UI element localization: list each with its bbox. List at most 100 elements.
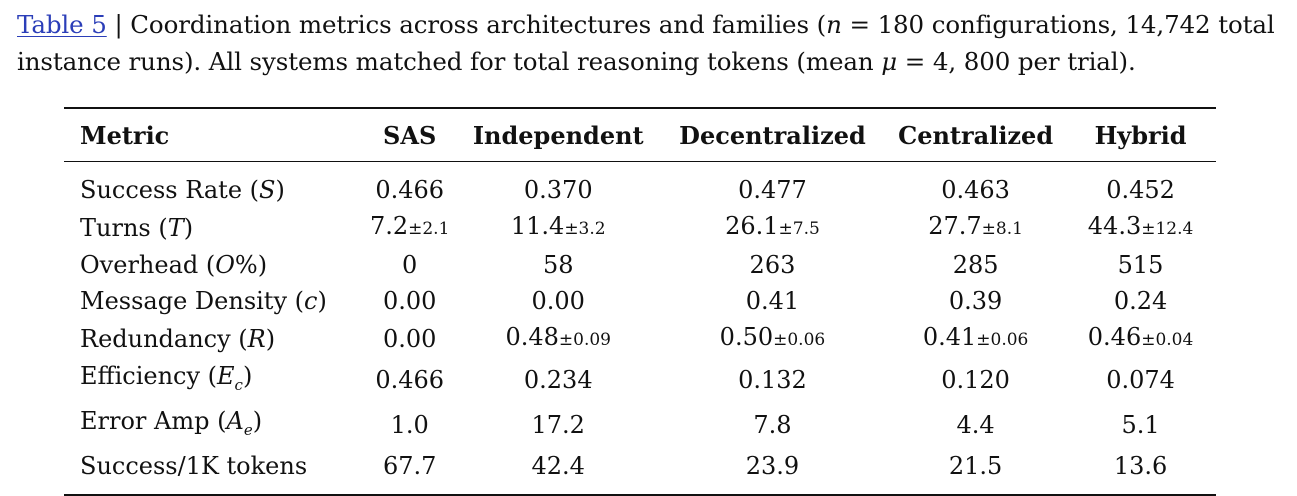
cell-value: 0.41 bbox=[745, 287, 800, 315]
header-decentralized: Decentralized bbox=[679, 120, 866, 150]
cell-value: 0.00 bbox=[531, 287, 585, 315]
metric-variable: S bbox=[259, 176, 276, 204]
cell-value: 0.46 bbox=[1087, 323, 1142, 351]
cell-value: 0.234 bbox=[523, 366, 593, 395]
value-cell: 42.4 bbox=[458, 448, 659, 495]
value-cell: 0.234 bbox=[458, 358, 659, 403]
cell-value: 1.0 bbox=[390, 411, 429, 440]
value-cell: 0.00 bbox=[362, 319, 458, 358]
cell-std-dev: ±12.4 bbox=[1141, 219, 1194, 239]
caption-text-1: Coordination metrics across architecture… bbox=[130, 10, 827, 39]
value-cell: 0.370 bbox=[458, 162, 659, 209]
value-cell: 0.41±0.06 bbox=[886, 319, 1065, 358]
value-cell: 5.1 bbox=[1065, 403, 1216, 448]
value-cell: 0.466 bbox=[362, 358, 458, 403]
value-cell: 27.7±8.1 bbox=[886, 208, 1065, 247]
cell-value: 0.120 bbox=[941, 366, 1010, 395]
cell-value: 58 bbox=[542, 251, 574, 279]
value-cell: 0.074 bbox=[1065, 358, 1216, 403]
cell-value: 0.466 bbox=[375, 366, 445, 395]
metric-name-text: Redundancy ( bbox=[80, 324, 248, 353]
cell-value: 0.00 bbox=[382, 324, 437, 353]
cell-value: 263 bbox=[749, 251, 796, 279]
cell-value: 13.6 bbox=[1113, 451, 1168, 480]
caption-n-variable: n bbox=[826, 10, 842, 39]
metric-name-text: Success/1K tokens bbox=[80, 451, 308, 480]
metric-name-close: ) bbox=[275, 176, 285, 204]
cell-value: 11.4 bbox=[510, 212, 565, 240]
table-header-row: Metric SAS Independent Decentralized Cen… bbox=[64, 108, 1216, 162]
value-cell: 67.7 bbox=[362, 448, 458, 495]
value-cell: 0.120 bbox=[886, 358, 1065, 403]
table-row: Error Amp (Ae) 1.0 17.2 7.8 4.4 5.1 bbox=[64, 403, 1216, 448]
caption-text-3: = 4, 800 per trial). bbox=[897, 47, 1136, 76]
cell-value: 26.1 bbox=[725, 212, 779, 240]
value-cell: 7.8 bbox=[659, 403, 886, 448]
cell-value: 7.2 bbox=[369, 212, 409, 240]
cell-value: 0.074 bbox=[1106, 366, 1175, 395]
metric-name-text: Turns ( bbox=[80, 213, 168, 242]
caption-text-2: = 180 configurations, 14,742 total insta… bbox=[17, 10, 1275, 76]
value-cell: 0.41 bbox=[659, 283, 886, 319]
metric-variable: E bbox=[217, 362, 235, 390]
cell-std-dev: ±3.2 bbox=[564, 219, 606, 239]
table-label-link[interactable]: Table 5 bbox=[17, 10, 107, 39]
cell-value: 0.24 bbox=[1113, 287, 1168, 315]
metric-name-cell: Message Density (c) bbox=[64, 283, 362, 319]
value-cell: 0.50±0.06 bbox=[659, 319, 886, 358]
cell-std-dev: ±0.06 bbox=[773, 330, 826, 350]
cell-value: 515 bbox=[1117, 251, 1164, 279]
metric-variable-subscript: c bbox=[234, 375, 243, 394]
cell-value: 0.132 bbox=[738, 366, 807, 395]
cell-value: 21.5 bbox=[948, 451, 1003, 480]
value-cell: 58 bbox=[458, 247, 659, 283]
value-cell: 263 bbox=[659, 247, 886, 283]
value-cell: 4.4 bbox=[886, 403, 1065, 448]
metric-name-cell: Redundancy (R) bbox=[64, 319, 362, 358]
header-sas: SAS bbox=[383, 120, 437, 150]
cell-std-dev: ±2.1 bbox=[408, 219, 450, 239]
value-cell: 11.4±3.2 bbox=[458, 208, 659, 247]
cell-std-dev: ±0.09 bbox=[558, 330, 612, 350]
metric-name-cell: Efficiency (Ec) bbox=[64, 358, 362, 403]
cell-value: 0.463 bbox=[941, 176, 1010, 204]
header-centralized: Centralized bbox=[898, 120, 1054, 150]
metric-name-cell: Error Amp (Ae) bbox=[64, 403, 362, 448]
cell-value: 23.9 bbox=[745, 451, 800, 480]
value-cell: 0.39 bbox=[886, 283, 1065, 319]
value-cell: 0.24 bbox=[1065, 283, 1216, 319]
value-cell: 0.463 bbox=[886, 162, 1065, 209]
metric-variable-subscript: e bbox=[243, 420, 253, 439]
value-cell: 0.00 bbox=[458, 283, 659, 319]
metric-name-cell: Success/1K tokens bbox=[64, 448, 362, 495]
metric-name-cell: Overhead (O%) bbox=[64, 247, 362, 283]
table-row: Message Density (c) 0.00 0.00 0.41 0.39 0.24 bbox=[64, 283, 1216, 319]
header-independent: Independent bbox=[472, 120, 644, 150]
cell-value: 42.4 bbox=[531, 451, 585, 480]
value-cell: 23.9 bbox=[659, 448, 886, 495]
cell-value: 7.8 bbox=[753, 411, 792, 440]
value-cell: 13.6 bbox=[1065, 448, 1216, 495]
table-row: Success/1K tokens 67.7 42.4 23.9 21.5 13.6 bbox=[64, 448, 1216, 495]
cell-std-dev: ±8.1 bbox=[981, 219, 1023, 239]
metric-name-close: %) bbox=[234, 251, 268, 279]
metric-name-text: Error Amp ( bbox=[80, 406, 227, 435]
cell-value: 0.452 bbox=[1106, 176, 1175, 204]
metrics-table-container: Metric SAS Independent Decentralized Cen… bbox=[64, 107, 1216, 496]
value-cell: 285 bbox=[886, 247, 1065, 283]
table-body: Success Rate (S) 0.466 0.370 0.477 0.463 0.45… bbox=[64, 162, 1216, 495]
metric-name-cell: Turns (T) bbox=[64, 208, 362, 247]
metric-name-close: ) bbox=[242, 362, 253, 390]
cell-value: 0 bbox=[402, 251, 418, 279]
metric-variable: O bbox=[215, 251, 235, 279]
metric-variable: A bbox=[226, 406, 244, 435]
value-cell: 0 bbox=[362, 247, 458, 283]
cell-value: 285 bbox=[952, 251, 999, 279]
value-cell: 17.2 bbox=[458, 403, 659, 448]
value-cell: 0.00 bbox=[362, 283, 458, 319]
metric-variable: R bbox=[247, 324, 266, 353]
table-row: Efficiency (Ec) 0.466 0.234 0.132 0.120 0.074 bbox=[64, 358, 1216, 403]
value-cell: 21.5 bbox=[886, 448, 1065, 495]
table-row: Redundancy (R) 0.00 0.48±0.09 0.50±0.06 0.41… bbox=[64, 319, 1216, 358]
table-row: Turns (T) 7.2±2.1 11.4±3.2 26.1±7.5 27.7±8.1… bbox=[64, 208, 1216, 247]
